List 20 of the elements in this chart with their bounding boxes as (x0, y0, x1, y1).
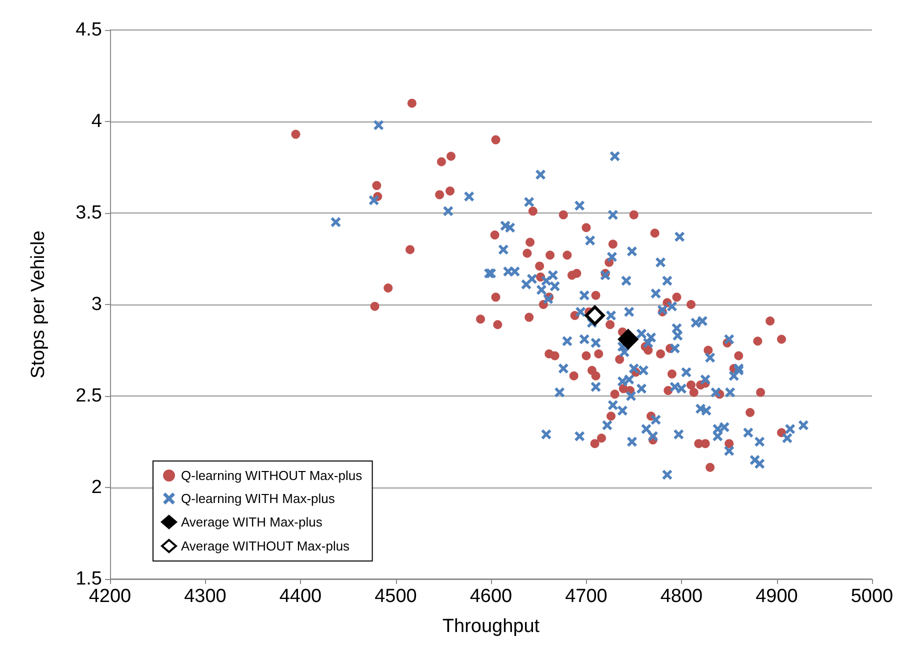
x-tick-label: 4800 (660, 586, 703, 607)
legend-label: Q-learning WITH Max-plus (181, 491, 336, 506)
y-tick-label: 2 (91, 477, 102, 498)
x-tick-label: 4300 (184, 586, 226, 607)
x-axis-title: Throughput (442, 616, 540, 637)
legend-label: Average WITH Max-plus (181, 514, 323, 530)
x-tick-label: 4600 (470, 586, 512, 607)
x-tick-label: 4700 (565, 586, 608, 607)
x-tick-label: 5000 (850, 586, 894, 607)
y-tick-label: 4 (91, 111, 102, 132)
legend-label: Q-learning WITHOUT Max-plus (181, 468, 363, 483)
y-tick-label: 3.5 (76, 202, 102, 224)
y-axis-title: Stops per Vehicle (28, 230, 49, 378)
y-tick-label: 4.5 (76, 20, 102, 40)
y-tick-label: 3 (91, 294, 102, 315)
x-tick-label: 4400 (279, 586, 322, 607)
x-tick-label: 4500 (374, 586, 417, 607)
x-tick-label: 4900 (756, 586, 798, 607)
y-tick-label: 2.5 (76, 386, 102, 406)
legend-label: Average WITHOUT Max-plus (181, 538, 350, 554)
